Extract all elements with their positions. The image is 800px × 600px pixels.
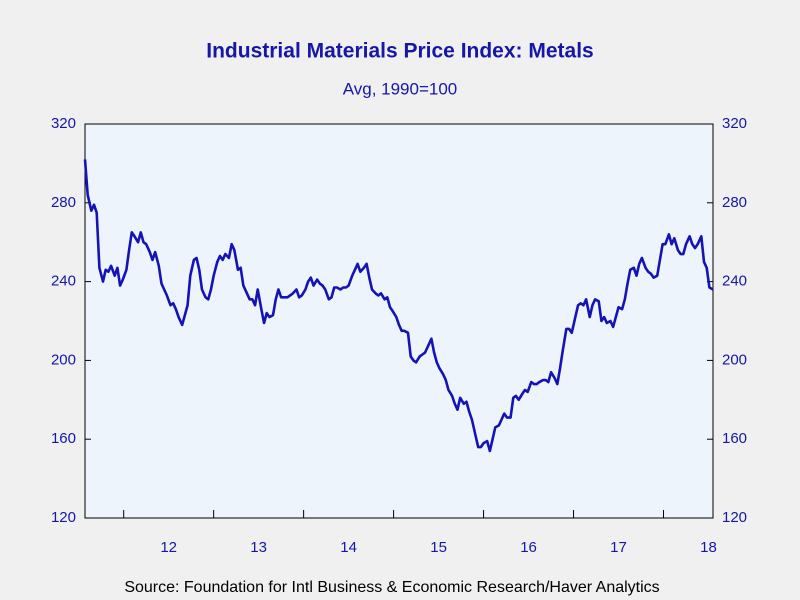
y-tick-label: 160 xyxy=(51,430,76,447)
source-note: Source: Foundation for Intl Business & E… xyxy=(124,579,659,596)
x-tick-label: 18 xyxy=(700,539,717,556)
y-tick-label: 200 xyxy=(51,351,76,368)
chart-subtitle: Avg, 1990=100 xyxy=(343,79,458,98)
y2-tick-label: 240 xyxy=(722,273,747,290)
y2-tick-label: 120 xyxy=(722,509,747,526)
chart-title: Industrial Materials Price Index: Metals xyxy=(206,40,593,63)
x-tick-label: 13 xyxy=(250,539,267,556)
y-tick-label: 280 xyxy=(51,194,76,211)
y2-tick-label: 320 xyxy=(722,115,747,132)
y2-tick-label: 200 xyxy=(722,351,747,368)
data-line xyxy=(83,159,714,453)
y-tick-label: 320 xyxy=(51,115,76,132)
x-tick-label: 12 xyxy=(160,539,177,556)
y2-tick-label: 160 xyxy=(722,430,747,447)
y-tick-label: 240 xyxy=(51,273,76,290)
y-tick-label: 120 xyxy=(51,509,76,526)
y2-tick-label: 280 xyxy=(722,194,747,211)
x-tick-label: 14 xyxy=(340,539,357,556)
x-tick-label: 15 xyxy=(430,539,447,556)
x-tick-label: 17 xyxy=(610,539,627,556)
x-tick-label: 16 xyxy=(520,539,537,556)
